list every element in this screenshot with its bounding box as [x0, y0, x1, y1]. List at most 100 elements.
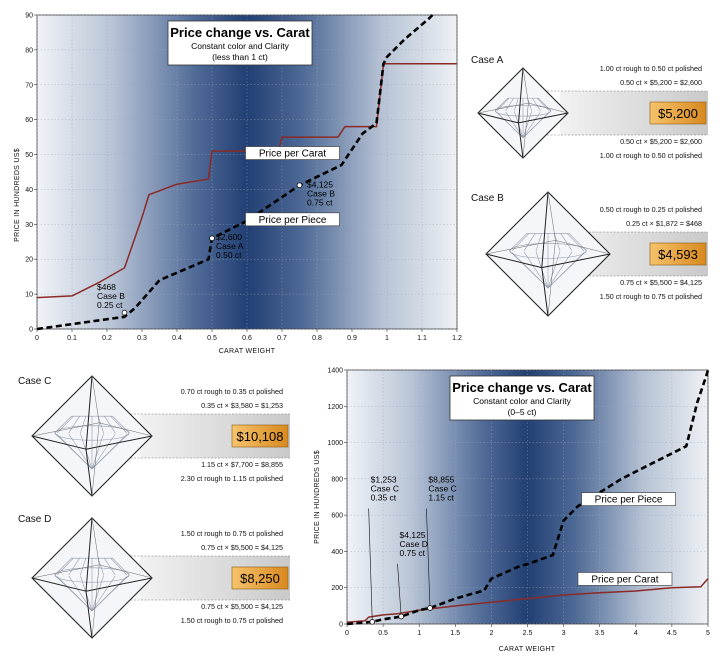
chart1-ytick-label: 90 [25, 13, 33, 20]
chart1-subtitle2: (less than 1 ct) [212, 52, 268, 62]
chart2-annotation-text: 1.15 ct [428, 492, 454, 502]
chart2-series-label-box [581, 492, 676, 506]
chart2-ytick-label: 1200 [327, 404, 343, 411]
case-line: 2.30 ct rough to 1.15 ct polished [181, 474, 283, 483]
case-line: 0.75 ct × $5,500 = $4,125 [201, 602, 283, 611]
case-total-box [649, 101, 707, 125]
chart1-annotation-text: Case B [97, 291, 125, 301]
chart1-series-label-box [245, 146, 340, 160]
chart1-annotation-dot [296, 182, 303, 189]
diamond-illustration [477, 67, 569, 159]
case-line: 0.50 ct × $5,200 = $2,600 [620, 78, 702, 87]
chart2-xtick-label: 2.5 [523, 630, 533, 637]
chart1-ytick-label: 50 [25, 152, 33, 159]
chart1-title-box: Price change vs. Carat Constant color an… [167, 20, 313, 66]
chart2-annotation-text: $8,855 [428, 474, 454, 484]
chart2-annotation-text: Case C [428, 483, 456, 493]
chart1-xtick-label: 0.7 [277, 335, 287, 342]
case-name: Case C [18, 376, 51, 387]
diamond-edges [31, 517, 153, 639]
chart2-series-label-price-per-piece: Price per Piece [581, 492, 676, 506]
case-total: $4,593 [658, 247, 698, 262]
chart2-x-axis-label: CARAT WEIGHT [499, 646, 556, 653]
chart2-xtick-label: 0.5 [378, 630, 388, 637]
case-total-box [231, 566, 289, 590]
case-name: Case D [18, 514, 51, 525]
chart1-ytick-label: 10 [25, 292, 33, 299]
chart2-annotation-dot [427, 605, 433, 611]
chart2-xtick-label: 4.5 [667, 630, 677, 637]
chart1-plot-area [36, 14, 458, 330]
diamond-edges [485, 191, 611, 317]
chart1-annotation-dot [209, 235, 215, 242]
case-total-box [649, 242, 707, 266]
case-line: 0.35 ct × $3,580 = $1,253 [201, 401, 283, 410]
chart1-annotation-text: $4,125 [307, 180, 333, 190]
chart1-title: Price change vs. Carat [170, 25, 310, 40]
chart2-ytick-label: 1000 [327, 440, 343, 447]
case-line: 1.00 ct rough to 0.50 ct polished [600, 151, 702, 160]
chart2-series-label-text: Price per Carat [591, 574, 658, 585]
chart2-xtick-label: 1.5 [450, 630, 460, 637]
chart2-xtick-label: 4 [634, 630, 638, 637]
chart2-series-price-per-carat [346, 578, 709, 623]
chart2-xtick-label: 2 [489, 630, 493, 637]
chart1-x-axis-label: CARAT WEIGHT [219, 348, 276, 355]
case-total: $8,250 [240, 571, 280, 586]
chart1-annotation-text: 0.50 ct [216, 250, 242, 260]
case-line: 1.00 ct rough to 0.50 ct polished [600, 64, 702, 73]
chart2-annotation-text: Case D [400, 539, 428, 549]
chart2-annotation-text: Case C [371, 483, 399, 493]
diamond-edges [31, 375, 153, 497]
chart2-annotation-dot [398, 613, 404, 620]
chart1-annotation-text: $468 [97, 282, 116, 292]
chart2-annotation-leader [397, 563, 402, 617]
diamond-illustration [31, 375, 153, 497]
chart2-ytick-label: 400 [331, 549, 343, 556]
case-total-box [231, 424, 289, 448]
chart1-annotation-text: 0.25 ct [97, 300, 123, 310]
chart1-xtick-label: 0.1 [67, 335, 77, 342]
chart2-xtick-label: 1 [417, 630, 421, 637]
chart1-xtick-label: 0.6 [242, 335, 252, 342]
chart2-xtick-label: 0 [345, 630, 349, 637]
chart1-annotation-text: 0.75 ct [307, 198, 333, 208]
chart1-xtick-label: 0 [35, 335, 39, 342]
chart2-ytick-label: 800 [331, 476, 343, 483]
chart2-annotation-leader [426, 508, 431, 609]
chart1-series-price-per-piece [36, 14, 434, 331]
chart1-series-label-text: Price per Carat [259, 149, 326, 160]
chart1-ytick-label: 70 [25, 82, 33, 89]
chart-large-carat: 0 200 400 600 800 1000 1200 1400 0 0.5 1 1.5 2 2.5 3 3.… [314, 368, 710, 654]
case-name: Case B [471, 193, 504, 204]
chart1-series-label-price-per-piece: Price per Piece [245, 212, 340, 227]
chart2-ytick-label: 0 [339, 622, 343, 629]
chart-small-carat: 0 10 20 30 40 50 60 70 80 90 0 0.1 0.2 0.3 0.4 0.5 0.6 0.… [14, 13, 462, 356]
chart1-series-price-per-carat [36, 63, 457, 299]
diamond-illustration [31, 517, 153, 639]
case-panel-case-a: Case A $5,200 1.00 ct rough to 0.50 ct pol… [471, 55, 708, 160]
chart1-annotation-text: $2,600 [216, 232, 242, 242]
case-panel-case-b: Case B $4,593 0.50 ct rough to 0.25 ct pol… [471, 191, 708, 317]
chart1-ytick-label: 30 [25, 222, 33, 229]
case-line: 0.75 ct × $5,500 = $4,125 [201, 543, 283, 552]
chart1-xtick-label: 0.5 [207, 335, 217, 342]
chart1-annotation-text: Case A [216, 241, 244, 251]
chart1-tick-labels: 0 10 20 30 40 50 60 70 80 90 0 0.1 0.2 0.3 0.4 0.5 0.6 0.… [25, 13, 462, 343]
case-line: 0.50 ct rough to 0.25 ct polished [600, 205, 702, 214]
chart2-annotation-text: 0.75 ct [400, 548, 426, 558]
chart1-ytick-label: 60 [25, 117, 33, 124]
chart2-ytick-label: 200 [331, 585, 343, 592]
diamond-illustration [485, 191, 611, 317]
chart1-series-label-price-per-carat: Price per Carat [245, 146, 340, 160]
chart2-ytick-label: 600 [331, 513, 343, 520]
chart2-annotation-text: $1,253 [371, 474, 397, 484]
chart2-title-box: Price change vs. Carat Constant color an… [449, 375, 595, 421]
